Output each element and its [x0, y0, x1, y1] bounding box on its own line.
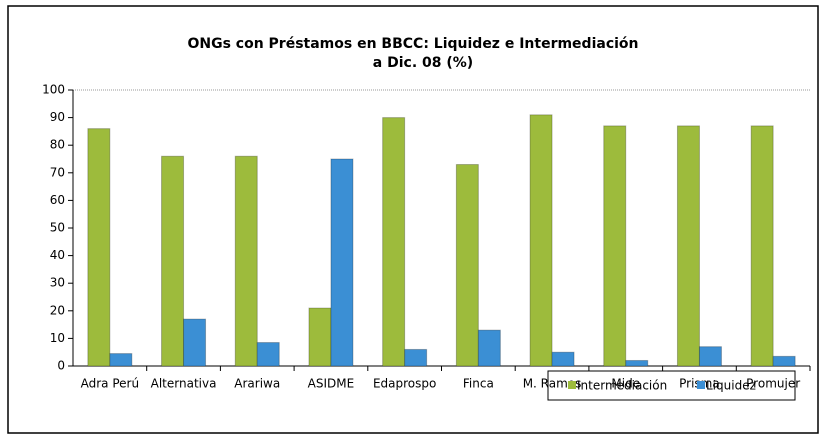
bar: [477, 329, 501, 367]
bar: [161, 155, 185, 367]
bar: [676, 125, 700, 367]
x-tick-label: Adra Perú: [81, 377, 139, 391]
y-tick-label: 40: [50, 248, 65, 262]
legend-swatch: [568, 381, 576, 389]
x-tick-label: Alternativa: [151, 377, 217, 391]
y-tick-label: 20: [50, 303, 65, 317]
x-tick-label: M. Ramos: [523, 377, 582, 391]
legend-label: Intermediación: [577, 379, 667, 393]
bar: [109, 353, 133, 367]
bar: [183, 318, 207, 367]
legend-swatch: [697, 381, 705, 389]
x-tick-label: Promujer: [746, 377, 800, 391]
chart-title: ONGs con Préstamos en BBCC: Liquidez e I…: [187, 36, 638, 52]
y-tick-label: 0: [57, 359, 65, 373]
y-tick-label: 70: [50, 165, 65, 179]
bar: [529, 114, 553, 367]
y-tick-label: 60: [50, 193, 65, 207]
y-tick-label: 100: [42, 83, 65, 97]
legend-box: [547, 370, 796, 401]
bar: [87, 128, 111, 367]
y-tick-label: 50: [50, 221, 65, 235]
x-tick-label: Mide: [611, 377, 640, 391]
bar: [455, 164, 479, 367]
bar: [698, 346, 722, 367]
y-tick-label: 10: [50, 331, 65, 345]
bar: [750, 125, 774, 367]
y-tick-label: 90: [50, 110, 65, 124]
y-tick-label: 30: [50, 276, 65, 290]
bar: [256, 342, 280, 367]
bar: [382, 117, 406, 367]
x-tick-label: ASIDME: [308, 377, 355, 391]
bar: [603, 125, 627, 367]
bar: [772, 355, 796, 367]
x-tick-label: Arariwa: [234, 377, 280, 391]
bar: [308, 307, 332, 367]
bar: [551, 351, 575, 367]
bar: [625, 359, 649, 367]
bar: [404, 348, 428, 367]
bar: [234, 155, 258, 367]
y-tick-label: 80: [50, 138, 65, 152]
chart-title: a Dic. 08 (%): [373, 55, 473, 71]
x-tick-label: Finca: [463, 377, 494, 391]
bar: [330, 158, 354, 367]
x-tick-label: Edaprospo: [373, 377, 436, 391]
legend-label: Liquidez: [706, 379, 756, 393]
